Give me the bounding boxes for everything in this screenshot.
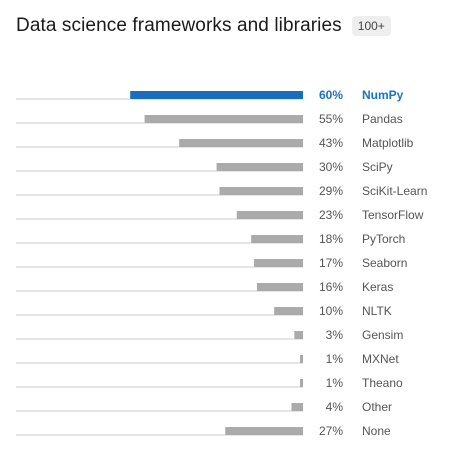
bar <box>225 427 303 435</box>
bar <box>236 211 303 219</box>
category-label: Pandas <box>362 112 403 126</box>
bar <box>251 235 303 243</box>
bar <box>300 379 303 387</box>
category-label: Other <box>362 400 392 414</box>
data-label: 3% <box>326 328 344 342</box>
category-label: Keras <box>362 280 393 294</box>
data-label: 23% <box>319 208 343 222</box>
category-label: MXNet <box>362 352 399 366</box>
category-label: SciPy <box>362 160 393 174</box>
data-label: 4% <box>326 400 344 414</box>
data-label: 29% <box>319 184 343 198</box>
data-label: 27% <box>319 424 343 438</box>
bar <box>300 355 303 363</box>
category-label: Gensim <box>362 328 403 342</box>
category-label: NLTK <box>362 304 392 318</box>
data-label: 55% <box>319 112 343 126</box>
data-label: 60% <box>319 88 343 102</box>
data-label: 43% <box>319 136 343 150</box>
category-label: Theano <box>362 376 403 390</box>
data-label: 1% <box>326 352 344 366</box>
chart-title: Data science frameworks and libraries <box>16 15 342 36</box>
category-label: PyTorch <box>362 232 405 246</box>
category-label: SciKit-Learn <box>362 184 427 198</box>
data-label: 17% <box>319 256 343 270</box>
bar <box>274 307 303 315</box>
bar <box>130 91 303 99</box>
bar <box>179 139 303 147</box>
category-label: None <box>362 424 391 438</box>
data-label: 18% <box>319 232 343 246</box>
bar <box>219 187 303 195</box>
category-label: NumPy <box>362 88 404 102</box>
category-label: Matplotlib <box>362 136 414 150</box>
bar <box>216 163 303 171</box>
category-label: Seaborn <box>362 256 407 270</box>
respondent-count-badge: 100+ <box>351 16 391 36</box>
bar <box>294 331 303 339</box>
bar <box>254 259 303 267</box>
data-label: 1% <box>326 376 344 390</box>
data-label: 30% <box>319 160 343 174</box>
data-label: 16% <box>319 280 343 294</box>
bar <box>256 283 303 291</box>
data-label: 10% <box>319 304 343 318</box>
bar <box>291 403 303 411</box>
chart-header: Data science frameworks and libraries 10… <box>16 12 391 40</box>
bar <box>144 115 303 123</box>
category-label: TensorFlow <box>362 208 424 222</box>
